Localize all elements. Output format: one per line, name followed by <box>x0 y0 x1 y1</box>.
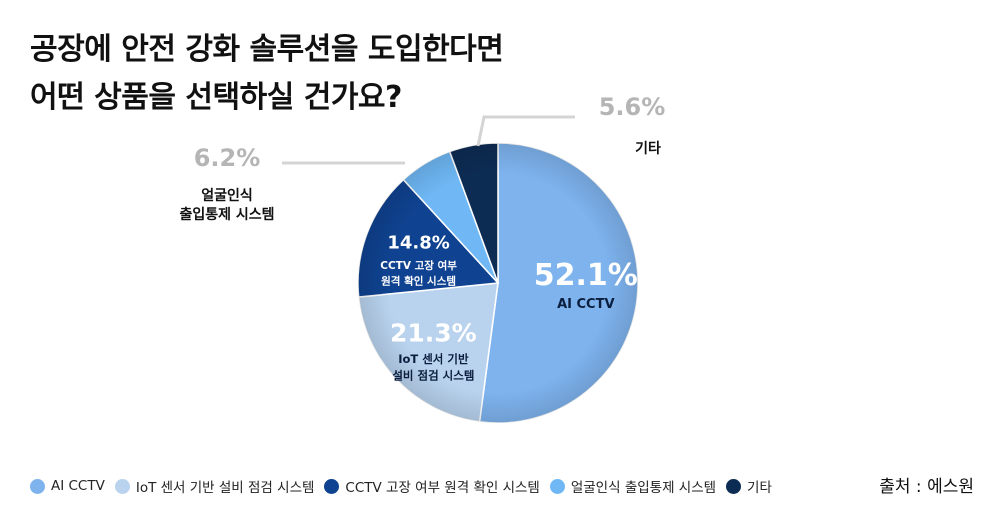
slice-percent-label: 14.8% <box>387 233 449 254</box>
legend-item-ai-cctv: AI CCTV <box>30 478 105 494</box>
legend-label: CCTV 고장 여부 원격 확인 시스템 <box>345 480 540 496</box>
legend-label: IoT 센서 기반 설비 점검 시스템 <box>135 480 315 496</box>
leader-lines <box>282 115 575 165</box>
legend-label: 얼굴인식 출입통제 시스템 <box>570 480 717 496</box>
slice-category-label: AI CCTV <box>557 297 614 312</box>
slice-category-label: 얼굴인식 <box>201 187 253 204</box>
source-note: 출처 : 에스원 <box>879 477 974 497</box>
title-line-2: 어떤 상품을 선택하실 건가요? <box>30 80 402 115</box>
legend-label: 기타 <box>747 480 772 496</box>
slice-percent-label: 52.1% <box>534 258 638 293</box>
slice-percent-label: 5.6% <box>599 93 666 121</box>
slice-category-label: 출입통제 시스템 <box>179 206 274 223</box>
legend-item-cctv-remote: CCTV 고장 여부 원격 확인 시스템 <box>324 476 540 496</box>
legend-swatch <box>114 478 130 494</box>
leader-line <box>476 115 575 147</box>
legend-item-iot: IoT 센서 기반 설비 점검 시스템 <box>114 476 315 496</box>
slice-category-label: 원격 확인 시스템 <box>381 275 456 288</box>
legend-label: AI CCTV <box>51 478 105 494</box>
slice-category-label: 기타 <box>635 141 661 157</box>
slice-category-label: IoT 센서 기반 <box>398 352 469 366</box>
legend-swatch <box>549 478 565 494</box>
legend-item-face: 얼굴인식 출입통제 시스템 <box>549 476 717 496</box>
legend-swatch <box>30 478 45 494</box>
slice-percent-label: 21.3% <box>390 319 477 348</box>
chart-title: 공장에 안전 강화 솔루션을 도입한다면 어떤 상품을 선택하실 건가요? <box>30 26 504 122</box>
legend-swatch <box>324 478 340 494</box>
pie-shading <box>358 143 638 423</box>
title-line-1: 공장에 안전 강화 솔루션을 도입한다면 <box>30 32 504 67</box>
slice-percent-label: 6.2% <box>194 144 261 172</box>
slice-category-label: CCTV 고장 여부 <box>380 259 457 272</box>
legend: AI CCTV IoT 센서 기반 설비 점검 시스템 CCTV 고장 여부 원… <box>30 474 772 498</box>
legend-item-etc: 기타 <box>726 476 772 496</box>
slice-category-label: 설비 점검 시스템 <box>392 369 474 383</box>
legend-swatch <box>726 478 742 494</box>
